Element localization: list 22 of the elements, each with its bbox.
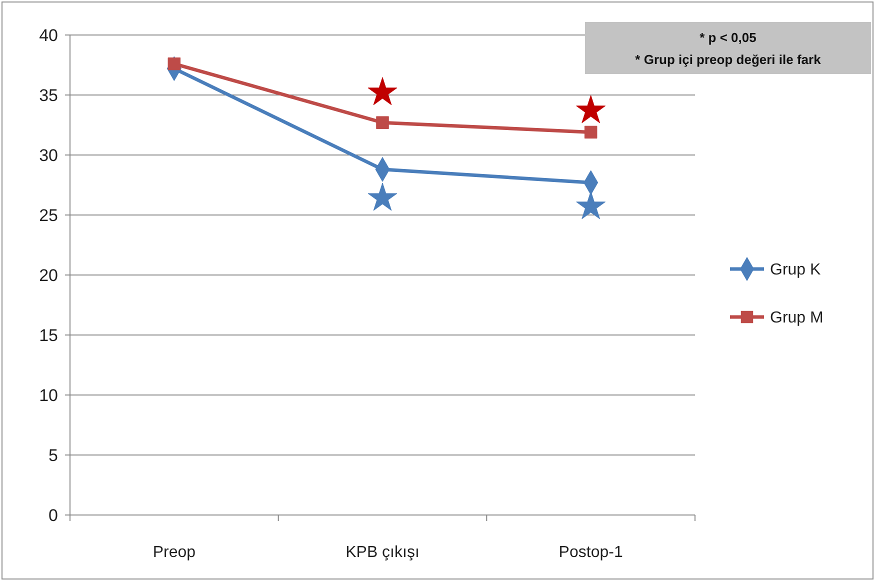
y-tick-label: 10: [39, 386, 58, 405]
y-tick-label: 40: [39, 26, 58, 45]
point: [376, 116, 389, 129]
legend-label: Grup K: [770, 262, 822, 279]
point: [368, 77, 398, 106]
annotation: * Grup içi preop değeri ile fark: [635, 52, 822, 67]
point: [584, 126, 598, 139]
y-tick-label: 15: [39, 326, 58, 345]
legend-label: Grup M: [770, 310, 824, 327]
x-tick-label: KPB çıkışı: [346, 544, 420, 561]
text: * p < 0,05: [700, 30, 756, 45]
y-tick-label: 20: [39, 266, 58, 285]
y-tick-label: 5: [48, 446, 58, 465]
y-tick-label: 35: [39, 86, 58, 105]
y-tick-label: 25: [39, 206, 58, 225]
y-tick-label: 0: [48, 506, 58, 525]
x-tick-label: Preop: [152, 544, 196, 561]
y-tick-label: 30: [39, 146, 58, 165]
x-tick-label: Postop-1: [558, 544, 623, 561]
point: [368, 182, 398, 211]
point: [576, 191, 606, 220]
point: [576, 95, 606, 124]
